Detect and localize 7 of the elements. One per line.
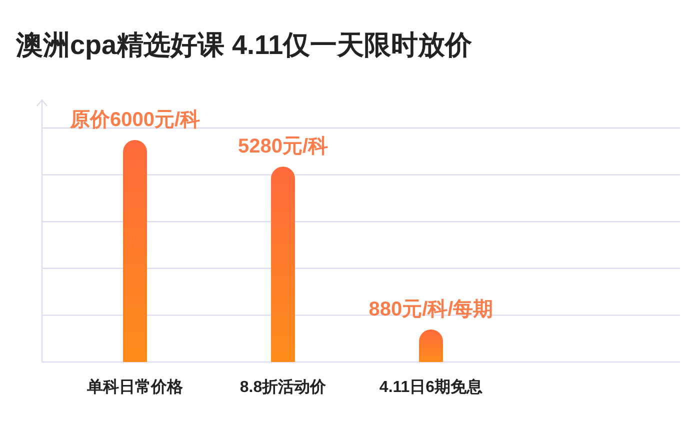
data-label: 原价6000元/科 (68, 109, 200, 131)
x-tick-label: 单科日常价格 (86, 378, 184, 396)
x-tick-label: 8.8折活动价 (240, 378, 328, 396)
data-label: 880元/科/每期 (368, 298, 494, 320)
x-tick-label: 4.11日6期免息 (379, 378, 484, 396)
chart-title: 澳洲cpa精选好课 4.11仅一天限时放价 (15, 30, 474, 60)
data-label: 5280元/科 (238, 136, 328, 158)
